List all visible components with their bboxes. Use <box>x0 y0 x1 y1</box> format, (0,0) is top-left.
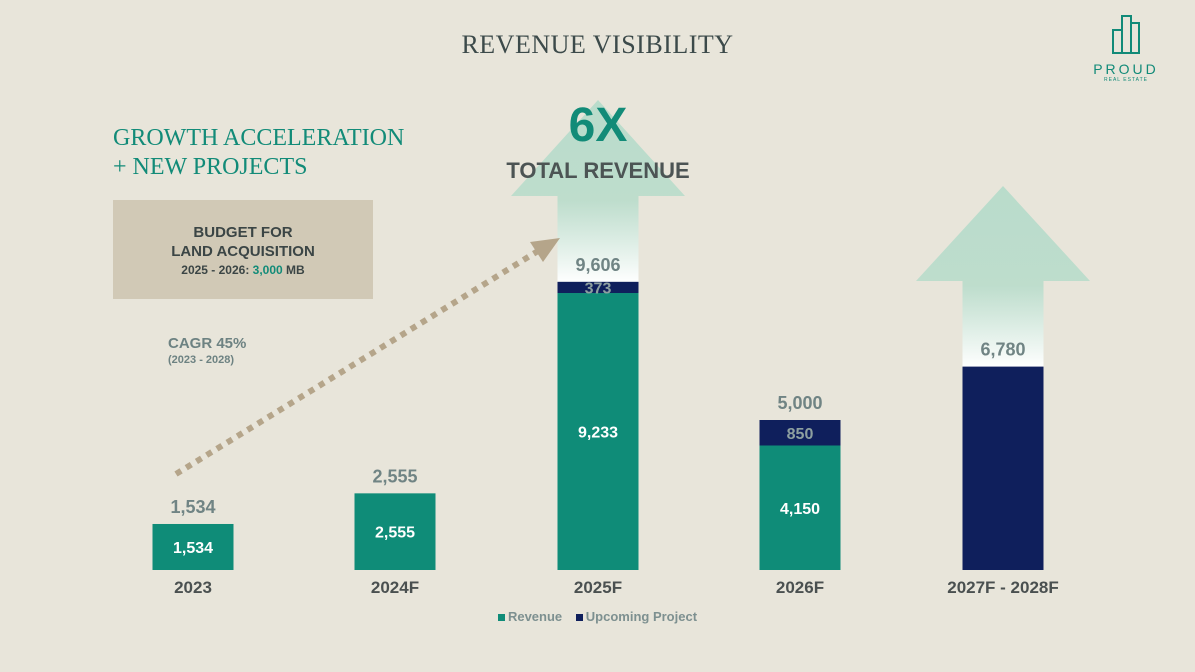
bar-label-revenue-3: 4,150 <box>780 501 820 518</box>
cagr-period: (2023 - 2028) <box>168 354 235 366</box>
bar-upcoming-3 <box>759 420 841 446</box>
logo-wordmark: PROUD <box>1093 61 1159 77</box>
company-logo: PROUD REAL ESTATE <box>1082 14 1170 83</box>
chart-legend: Revenue Upcoming Project <box>0 609 1195 624</box>
bar-revenue-2 <box>557 293 639 570</box>
category-label-3: 2026F <box>776 578 824 597</box>
cagr-trend-arrowhead-icon <box>530 238 560 262</box>
category-label-1: 2024F <box>371 578 419 597</box>
category-label-2: 2025F <box>574 578 622 597</box>
budget-line-3: 2025 - 2026: 3,000 MB <box>113 263 373 277</box>
cagr-trend-line <box>174 248 540 477</box>
total-revenue-label: TOTAL REVENUE <box>506 158 690 183</box>
legend-item-upcoming: Upcoming Project <box>575 609 698 624</box>
budget-box: BUDGET FOR LAND ACQUISITION 2025 - 2026:… <box>113 200 373 299</box>
bar-label-revenue-2: 9,233 <box>578 425 618 442</box>
cagr-note: CAGR 45% (2023 - 2028) <box>168 335 246 366</box>
building-logo-icon <box>1112 15 1140 54</box>
growth-arrow-2025f <box>511 100 685 283</box>
budget-period: 2025 - 2026: <box>181 263 250 277</box>
bar-label-revenue-0: 1,534 <box>173 540 213 557</box>
bar-revenue-3 <box>759 445 841 570</box>
bar-total-label-1: 2,555 <box>372 466 417 486</box>
bar-revenue-1 <box>354 493 436 570</box>
legend-label-revenue: Revenue <box>507 609 563 624</box>
cagr-value: CAGR 45% <box>168 335 247 352</box>
bar-upcoming-4 <box>962 366 1044 570</box>
growth-line-1: GROWTH ACCELERATION <box>113 125 405 151</box>
budget-unit: MB <box>286 263 305 277</box>
legend-item-revenue: Revenue <box>497 609 563 624</box>
page-title: REVENUE VISIBILITY <box>461 30 734 59</box>
bar-total-label-4: 6,780 <box>980 340 1025 360</box>
bar-label-upcoming-2: 373 <box>585 280 612 297</box>
category-label-0: 2023 <box>174 578 212 597</box>
budget-line-1: BUDGET FOR <box>193 224 293 241</box>
growth-heading: GROWTH ACCELERATION + NEW PROJECTS <box>113 124 404 182</box>
growth-arrow-2027f-2028f <box>916 186 1090 368</box>
legend-swatch-revenue <box>497 614 505 622</box>
category-label-4: 2027F - 2028F <box>947 578 1059 597</box>
multiplier-label: 6X <box>568 99 628 152</box>
bar-total-label-2: 9,606 <box>575 255 620 275</box>
bar-revenue-0 <box>152 523 234 570</box>
bar-label-upcoming-3: 850 <box>787 426 814 443</box>
growth-line-2: + NEW PROJECTS <box>113 154 308 180</box>
logo-subtitle: REAL ESTATE <box>1104 77 1148 83</box>
legend-swatch-upcoming <box>575 614 583 622</box>
legend-label-upcoming: Upcoming Project <box>585 609 698 624</box>
bar-label-revenue-1: 2,555 <box>375 525 415 542</box>
bar-upcoming-2 <box>557 281 639 294</box>
bar-total-label-0: 1,534 <box>170 497 215 517</box>
budget-line-2: LAND ACQUISITION <box>171 243 315 260</box>
budget-value: 3,000 <box>252 263 283 277</box>
bar-total-label-3: 5,000 <box>777 393 822 413</box>
